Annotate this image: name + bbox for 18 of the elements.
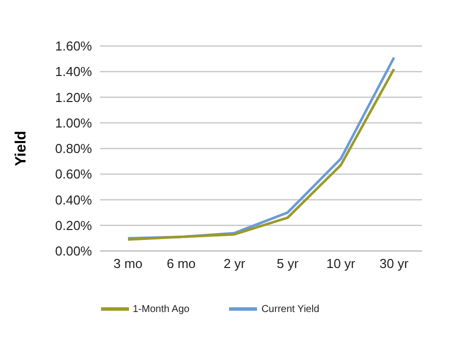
y-tick-label: 0.80% [55,141,92,156]
legend-label: 1-Month Ago [132,304,190,315]
x-tick-label: 6 mo [166,256,196,272]
y-tick-label: 0.00% [55,244,92,259]
x-tick-label: 3 mo [114,256,142,272]
y-axis-title: Yield [12,130,30,166]
y-tick-label: 1.00% [55,115,92,130]
y-tick-label: 1.40% [55,64,92,80]
x-tick-label: 30 yr [380,256,410,272]
y-tick-label: 0.60% [55,166,92,182]
y-tick-label: 0.20% [55,218,92,233]
x-tick-label: 2 yr [224,256,246,272]
y-tick-label: 1.60% [55,38,92,54]
legend-label: Current Yield [261,304,320,315]
x-tick-label: 5 yr [276,256,300,272]
y-tick-label: 0.40% [55,192,92,208]
x-tick-label: 10 yr [326,256,356,272]
y-tick-label: 1.20% [55,90,92,105]
